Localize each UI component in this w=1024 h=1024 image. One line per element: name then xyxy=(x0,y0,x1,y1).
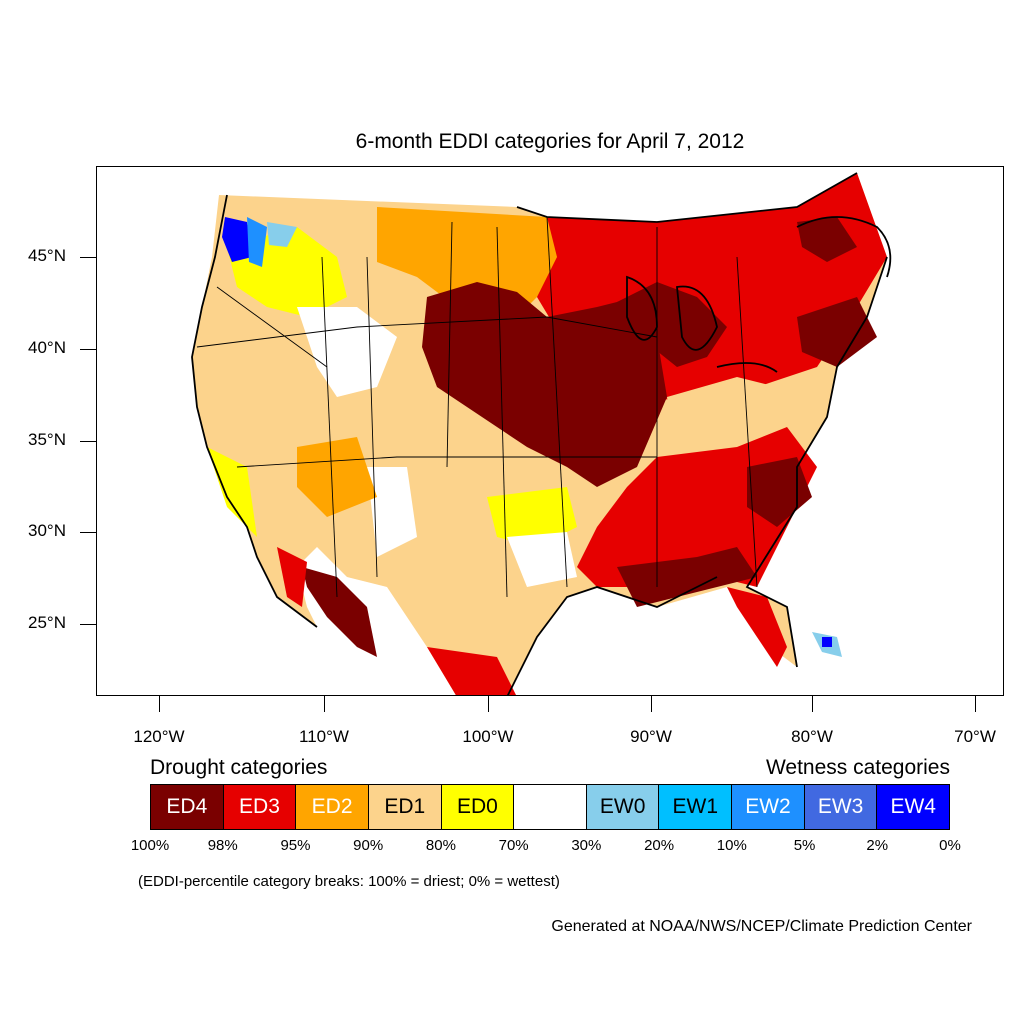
lon-label-80: 80°W xyxy=(791,727,833,746)
lat-label-40: 40°N xyxy=(28,338,66,357)
lat-tick-35 xyxy=(80,441,96,442)
ed2-northern-band xyxy=(377,207,567,317)
percent-break-label: 98% xyxy=(207,837,238,854)
legend-cell-ew3: EW3 xyxy=(804,785,878,829)
percent-break-label: 95% xyxy=(280,837,311,854)
neutral-rockies xyxy=(297,307,397,397)
ed4-sonora xyxy=(302,567,377,657)
ed4-southeast xyxy=(617,547,757,607)
ed4-great-lakes xyxy=(617,282,727,367)
percent-break-label: 10% xyxy=(716,837,747,854)
lon-tick-100 xyxy=(488,696,489,712)
lat-label-35: 35°N xyxy=(28,430,66,449)
lon-label-100: 100°W xyxy=(462,727,514,746)
lat-tick-45 xyxy=(80,257,96,258)
legend-cell-ed0: ED0 xyxy=(441,785,515,829)
lat-tick-40 xyxy=(80,349,96,350)
ew4-bahamas xyxy=(822,637,832,647)
lon-label-90: 90°W xyxy=(630,727,672,746)
drought-categories-heading: Drought categories xyxy=(150,756,328,779)
ed4-ontario xyxy=(797,217,857,262)
category-legend: ED4 ED3 ED2 ED1 ED0 EW0 EW1 EW2 EW3 EW4 xyxy=(150,784,950,830)
lon-tick-120 xyxy=(159,696,160,712)
percent-break-label: 0% xyxy=(939,837,961,854)
credit-line: Generated at NOAA/NWS/NCEP/Climate Predi… xyxy=(551,918,972,935)
ed3-mexico-west xyxy=(277,547,307,607)
legend-cell-ed2: ED2 xyxy=(296,785,369,829)
map-canvas xyxy=(191,172,892,695)
percent-break-label: 80% xyxy=(425,837,456,854)
percent-break-label: 30% xyxy=(571,837,602,854)
legend-cell-ew4: EW4 xyxy=(877,785,950,829)
legend-cell-ew0: EW0 xyxy=(586,785,660,829)
ew2-pacific-nw xyxy=(247,217,267,267)
ed2-southwest xyxy=(297,437,377,517)
lon-label-70: 70°W xyxy=(954,727,996,746)
neutral-four-corners xyxy=(367,467,417,557)
lon-tick-110 xyxy=(324,696,325,712)
ed3-mexico-central xyxy=(427,647,516,695)
percent-break-label: 5% xyxy=(793,837,816,854)
category-note: (EDDI-percentile category breaks: 100% =… xyxy=(138,873,560,890)
percent-break-label: 70% xyxy=(498,837,529,854)
lon-tick-70 xyxy=(975,696,976,712)
ed0-pacific-coast xyxy=(207,447,257,537)
legend-cell-ed1: ED1 xyxy=(368,785,442,829)
legend-cell-neutral xyxy=(514,785,587,829)
lon-tick-90 xyxy=(651,696,652,712)
lat-label-25: 25°N xyxy=(28,613,66,632)
map-title: 6-month EDDI categories for April 7, 201… xyxy=(355,130,745,153)
legend-cell-ew2: EW2 xyxy=(732,785,805,829)
ed4-northeast-coast xyxy=(797,297,877,367)
neutral-texas xyxy=(507,532,577,587)
coastlines xyxy=(191,172,892,695)
ed3-florida xyxy=(727,587,787,667)
eddi-map xyxy=(96,166,1004,696)
lat-label-30: 30°N xyxy=(28,521,66,540)
legend-cell-ew1: EW1 xyxy=(659,785,733,829)
ed0-texas xyxy=(487,487,577,547)
lon-label-110: 110°W xyxy=(299,727,349,746)
lon-tick-80 xyxy=(812,696,813,712)
ew0-pacific-nw xyxy=(267,222,297,247)
percent-break-label: 2% xyxy=(866,837,889,854)
lat-tick-30 xyxy=(80,532,96,533)
legend-cell-ed4: ED4 xyxy=(151,785,224,829)
percent-break-label: 90% xyxy=(353,837,384,854)
wetness-categories-heading: Wetness categories xyxy=(765,756,950,779)
ew4-pacific-nw xyxy=(222,217,252,262)
state-boundaries xyxy=(196,216,758,598)
percent-break-label: 20% xyxy=(644,837,675,854)
lat-label-45: 45°N xyxy=(28,246,66,265)
lon-label-120: 120°W xyxy=(133,727,185,746)
ed1-ohio-valley xyxy=(667,377,777,457)
ed4-central-plains xyxy=(422,282,667,487)
percent-break-label: 100% xyxy=(130,837,170,854)
lat-tick-25 xyxy=(80,624,96,625)
legend-cell-ed3: ED3 xyxy=(223,785,297,829)
